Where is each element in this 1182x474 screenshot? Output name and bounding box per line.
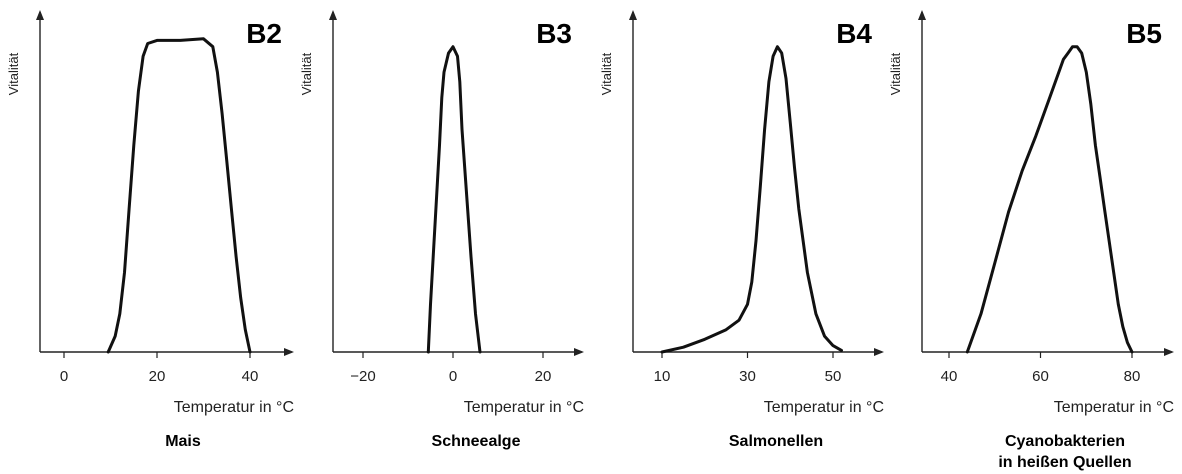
panel-label: B2 xyxy=(246,18,282,49)
y-axis-label: Vitalität xyxy=(599,52,614,95)
chart-caption: Schneealge xyxy=(432,433,521,450)
x-tick-label: 50 xyxy=(825,368,842,385)
x-axis-arrow-icon xyxy=(874,348,884,356)
chart-panel-b4: 10 30 50 Temperatur in °C Vitalität B4 Salmone… xyxy=(599,10,884,450)
chart-panel-b2: 0 20 40 Temperatur in °C Vitalität B2 Mais xyxy=(6,10,294,450)
panel-label: B5 xyxy=(1126,18,1162,49)
x-axis-label: Temperatur in °C xyxy=(174,399,294,416)
chart-panel-b5: 40 60 80 Temperatur in °C Vitalität B5 Cyanoba… xyxy=(888,10,1174,471)
x-tick-label: 60 xyxy=(1032,368,1049,385)
y-axis-arrow-icon xyxy=(329,10,337,20)
chart-panels: 0 20 40 Temperatur in °C Vitalität B2 Mais −20 0… xyxy=(6,10,1174,471)
x-tick-label: 20 xyxy=(149,368,166,385)
x-tick-label: 30 xyxy=(739,368,756,385)
x-tick-label: 0 xyxy=(60,368,68,385)
chart-caption: Salmonellen xyxy=(729,433,823,450)
y-axis-label: Vitalität xyxy=(299,52,314,95)
x-tick-label: 80 xyxy=(1124,368,1141,385)
x-axis-label: Temperatur in °C xyxy=(1054,399,1174,416)
y-axis-label: Vitalität xyxy=(888,52,903,95)
x-axis-label: Temperatur in °C xyxy=(764,399,884,416)
x-tick-label: 40 xyxy=(941,368,958,385)
x-tick-label: 40 xyxy=(242,368,259,385)
vitality-curve xyxy=(426,45,482,354)
panel-label: B3 xyxy=(536,18,572,49)
x-axis-arrow-icon xyxy=(284,348,294,356)
vitality-curve xyxy=(965,45,1134,354)
x-tick-label: −20 xyxy=(350,368,375,385)
chart-panel-b3: −20 0 20 Temperatur in °C Vitalität B3 Schneea… xyxy=(299,10,584,450)
y-axis-arrow-icon xyxy=(629,10,637,20)
x-axis-arrow-icon xyxy=(1164,348,1174,356)
y-axis-arrow-icon xyxy=(36,10,44,20)
panel-label: B4 xyxy=(836,18,872,49)
y-axis-label: Vitalität xyxy=(6,52,21,95)
x-tick-label: 10 xyxy=(654,368,671,385)
chart-caption: Mais xyxy=(165,433,201,450)
chart-caption: in heißen Quellen xyxy=(998,454,1131,471)
x-axis-label: Temperatur in °C xyxy=(464,399,584,416)
x-tick-label: 0 xyxy=(449,368,457,385)
vitality-curve xyxy=(106,37,252,354)
chart-caption: Cyanobakterien xyxy=(1005,433,1125,450)
x-axis-arrow-icon xyxy=(574,348,584,356)
y-axis-arrow-icon xyxy=(918,10,926,20)
vitality-curve xyxy=(660,45,843,354)
x-tick-label: 20 xyxy=(535,368,552,385)
